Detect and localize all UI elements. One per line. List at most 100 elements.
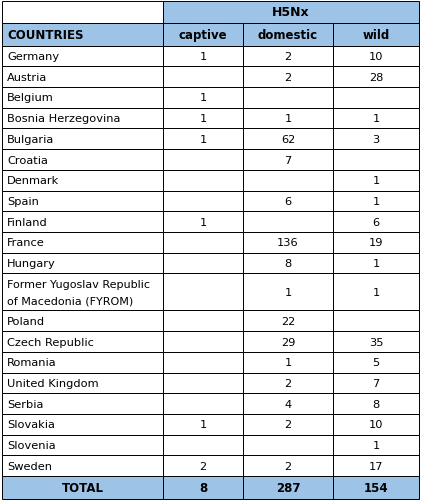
- Bar: [163, 455, 243, 476]
- Text: 29: 29: [281, 337, 295, 347]
- Bar: [333, 47, 419, 67]
- Text: 4: 4: [285, 399, 292, 409]
- Bar: [333, 88, 419, 109]
- Bar: [333, 435, 419, 455]
- Text: 10: 10: [369, 419, 383, 429]
- Bar: [2, 88, 163, 109]
- Bar: [2, 393, 163, 414]
- Bar: [2, 274, 163, 311]
- Text: Former Yugoslav Republic: Former Yugoslav Republic: [7, 279, 150, 289]
- Bar: [163, 352, 243, 373]
- Text: 1: 1: [373, 176, 380, 186]
- Text: 2: 2: [285, 419, 292, 429]
- Bar: [243, 232, 333, 253]
- Bar: [333, 24, 419, 47]
- Bar: [163, 191, 243, 212]
- Bar: [243, 476, 333, 499]
- Text: 1: 1: [284, 114, 292, 124]
- Text: 2: 2: [285, 378, 292, 388]
- Text: 62: 62: [281, 135, 295, 145]
- Bar: [163, 393, 243, 414]
- Text: United Kingdom: United Kingdom: [7, 378, 99, 388]
- Bar: [243, 88, 333, 109]
- Text: Poland: Poland: [7, 316, 45, 326]
- Text: 10: 10: [369, 52, 383, 62]
- Text: wild: wild: [362, 29, 389, 42]
- Bar: [2, 435, 163, 455]
- Text: 1: 1: [284, 358, 292, 368]
- Bar: [333, 455, 419, 476]
- Bar: [243, 435, 333, 455]
- Text: 1: 1: [373, 114, 380, 124]
- Bar: [243, 274, 333, 311]
- Bar: [2, 232, 163, 253]
- Bar: [243, 212, 333, 232]
- Bar: [163, 2, 419, 24]
- Bar: [2, 212, 163, 232]
- Bar: [243, 191, 333, 212]
- Text: 1: 1: [373, 440, 380, 450]
- Text: Slovakia: Slovakia: [7, 419, 55, 429]
- Bar: [163, 212, 243, 232]
- Text: 1: 1: [200, 114, 207, 124]
- Bar: [243, 47, 333, 67]
- Bar: [333, 67, 419, 88]
- Text: 2: 2: [285, 52, 292, 62]
- Bar: [163, 88, 243, 109]
- Bar: [2, 150, 163, 170]
- Bar: [333, 311, 419, 332]
- Text: Austria: Austria: [7, 73, 47, 83]
- Bar: [243, 24, 333, 47]
- Bar: [243, 150, 333, 170]
- Bar: [2, 253, 163, 274]
- Bar: [333, 253, 419, 274]
- Text: 2: 2: [285, 461, 292, 471]
- Text: Romania: Romania: [7, 358, 57, 368]
- Bar: [243, 373, 333, 393]
- Text: 28: 28: [369, 73, 383, 83]
- Text: 7: 7: [373, 378, 380, 388]
- Bar: [333, 352, 419, 373]
- Text: Finland: Finland: [7, 217, 48, 227]
- Bar: [2, 455, 163, 476]
- Text: 287: 287: [276, 481, 300, 494]
- Text: 1: 1: [200, 93, 207, 103]
- Text: Czech Republic: Czech Republic: [7, 337, 94, 347]
- Text: TOTAL: TOTAL: [61, 481, 104, 494]
- Bar: [163, 24, 243, 47]
- Text: 3: 3: [373, 135, 380, 145]
- Bar: [243, 393, 333, 414]
- Bar: [243, 414, 333, 435]
- Bar: [2, 129, 163, 150]
- Text: 1: 1: [373, 196, 380, 206]
- Bar: [163, 253, 243, 274]
- Text: 1: 1: [284, 288, 292, 298]
- Bar: [2, 109, 163, 129]
- Bar: [243, 352, 333, 373]
- Bar: [333, 129, 419, 150]
- Bar: [2, 191, 163, 212]
- Text: 154: 154: [364, 481, 388, 494]
- Text: COUNTRIES: COUNTRIES: [7, 29, 83, 42]
- Bar: [333, 109, 419, 129]
- Bar: [163, 435, 243, 455]
- Text: 1: 1: [200, 52, 207, 62]
- Bar: [2, 170, 163, 191]
- Text: France: France: [7, 238, 45, 248]
- Bar: [333, 393, 419, 414]
- Bar: [2, 24, 163, 47]
- Bar: [333, 274, 419, 311]
- Bar: [243, 109, 333, 129]
- Bar: [2, 414, 163, 435]
- Bar: [243, 455, 333, 476]
- Text: Serbia: Serbia: [7, 399, 43, 409]
- Bar: [163, 476, 243, 499]
- Text: Hungary: Hungary: [7, 259, 56, 269]
- Bar: [163, 274, 243, 311]
- Bar: [163, 47, 243, 67]
- Text: Sweden: Sweden: [7, 461, 52, 471]
- Text: domestic: domestic: [258, 29, 318, 42]
- Text: Spain: Spain: [7, 196, 39, 206]
- Text: 8: 8: [199, 481, 207, 494]
- Bar: [2, 373, 163, 393]
